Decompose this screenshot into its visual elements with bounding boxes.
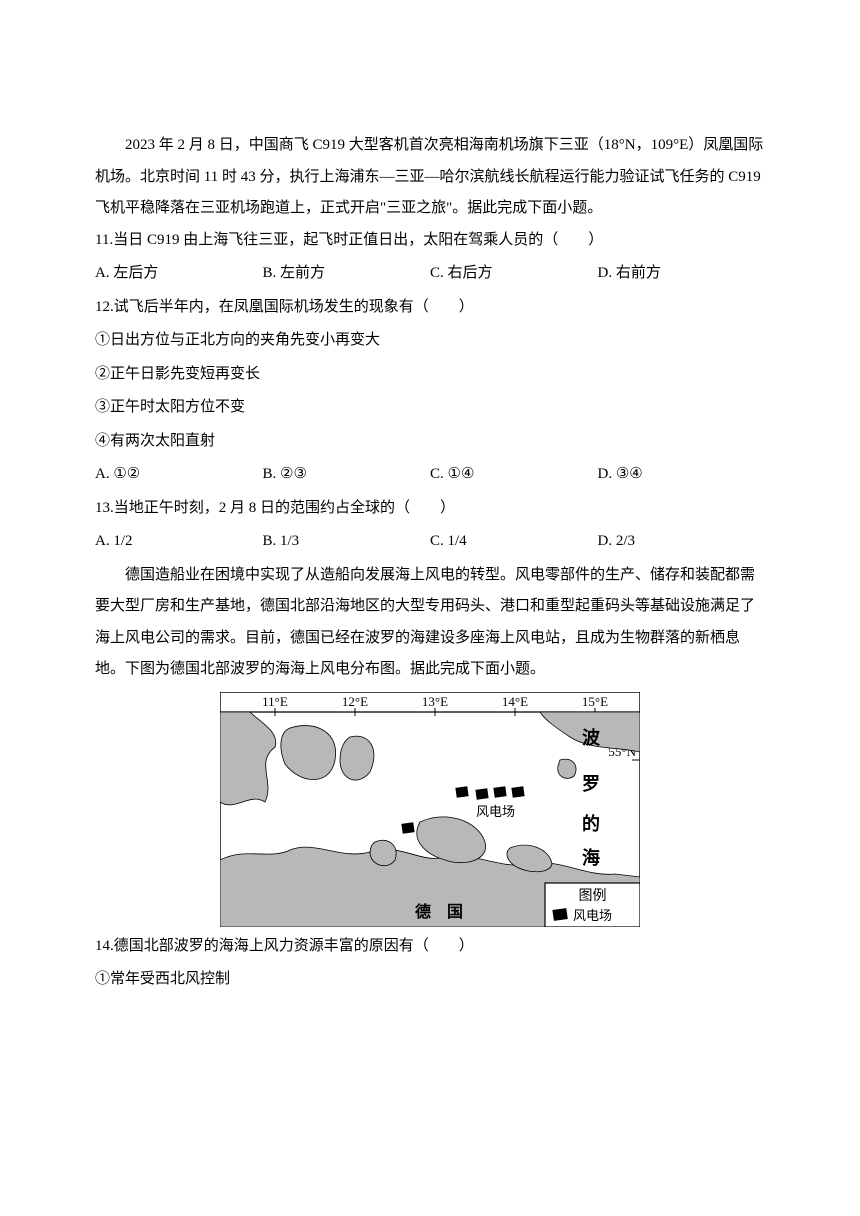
q12-sub3: ③正午时太阳方位不变: [95, 392, 765, 424]
svg-text:罗: 罗: [582, 774, 600, 794]
svg-text:12°E: 12°E: [342, 694, 368, 709]
map-figure: 11°E12°E13°E14°E15°E55°N54°N波罗的海风电场德 国图例…: [95, 692, 765, 927]
svg-text:13°E: 13°E: [422, 694, 448, 709]
q11-opt-c: C. 右后方: [430, 258, 598, 290]
svg-text:的: 的: [582, 813, 600, 834]
q11-opt-d: D. 右前方: [598, 258, 766, 290]
q12-opt-a: A. ①②: [95, 459, 263, 491]
q12-opt-b: B. ②③: [263, 459, 431, 491]
q11-opt-a: A. 左后方: [95, 258, 263, 290]
svg-text:11°E: 11°E: [262, 694, 288, 709]
q11-opt-b: B. 左前方: [263, 258, 431, 290]
svg-text:海: 海: [582, 847, 600, 868]
passage1-text: 2023 年 2 月 8 日，中国商飞 C919 大型客机首次亮相海南机场旗下三…: [95, 130, 765, 225]
q11-options: A. 左后方 B. 左前方 C. 右后方 D. 右前方: [95, 258, 765, 290]
q12-opt-c: C. ①④: [430, 459, 598, 491]
svg-text:德 国: 德 国: [415, 902, 463, 921]
q13-opt-c: C. 1/4: [430, 526, 598, 558]
q12-sub1: ①日出方位与正北方向的夹角先变小再变大: [95, 325, 765, 357]
svg-text:风电场: 风电场: [573, 908, 612, 923]
svg-text:15°E: 15°E: [582, 694, 608, 709]
svg-text:14°E: 14°E: [502, 694, 528, 709]
q12-options: A. ①② B. ②③ C. ①④ D. ③④: [95, 459, 765, 491]
svg-text:图例: 图例: [579, 888, 607, 904]
svg-text:风电场: 风电场: [476, 804, 515, 819]
q14-stem: 14.德国北部波罗的海海上风力资源丰富的原因有（ ）: [95, 931, 765, 963]
q12-sub4: ④有两次太阳直射: [95, 426, 765, 458]
q13-opt-b: B. 1/3: [263, 526, 431, 558]
q14-sub1: ①常年受西北风控制: [95, 964, 765, 996]
map-svg: 11°E12°E13°E14°E15°E55°N54°N波罗的海风电场德 国图例…: [220, 692, 640, 927]
q12-opt-d: D. ③④: [598, 459, 766, 491]
q12-sub2: ②正午日影先变短再变长: [95, 359, 765, 391]
q13-options: A. 1/2 B. 1/3 C. 1/4 D. 2/3: [95, 526, 765, 558]
q13-opt-d: D. 2/3: [598, 526, 766, 558]
svg-text:波: 波: [582, 727, 601, 748]
q13-opt-a: A. 1/2: [95, 526, 263, 558]
q12-stem: 12.试飞后半年内，在凤凰国际机场发生的现象有（ ）: [95, 292, 765, 324]
passage2-text: 德国造船业在困境中实现了从造船向发展海上风电的转型。风电零部件的生产、储存和装配…: [95, 560, 765, 686]
q11-stem: 11.当日 C919 由上海飞往三亚，起飞时正值日出，太阳在驾乘人员的（ ）: [95, 225, 765, 257]
q13-stem: 13.当地正午时刻，2 月 8 日的范围约占全球的（ ）: [95, 493, 765, 525]
